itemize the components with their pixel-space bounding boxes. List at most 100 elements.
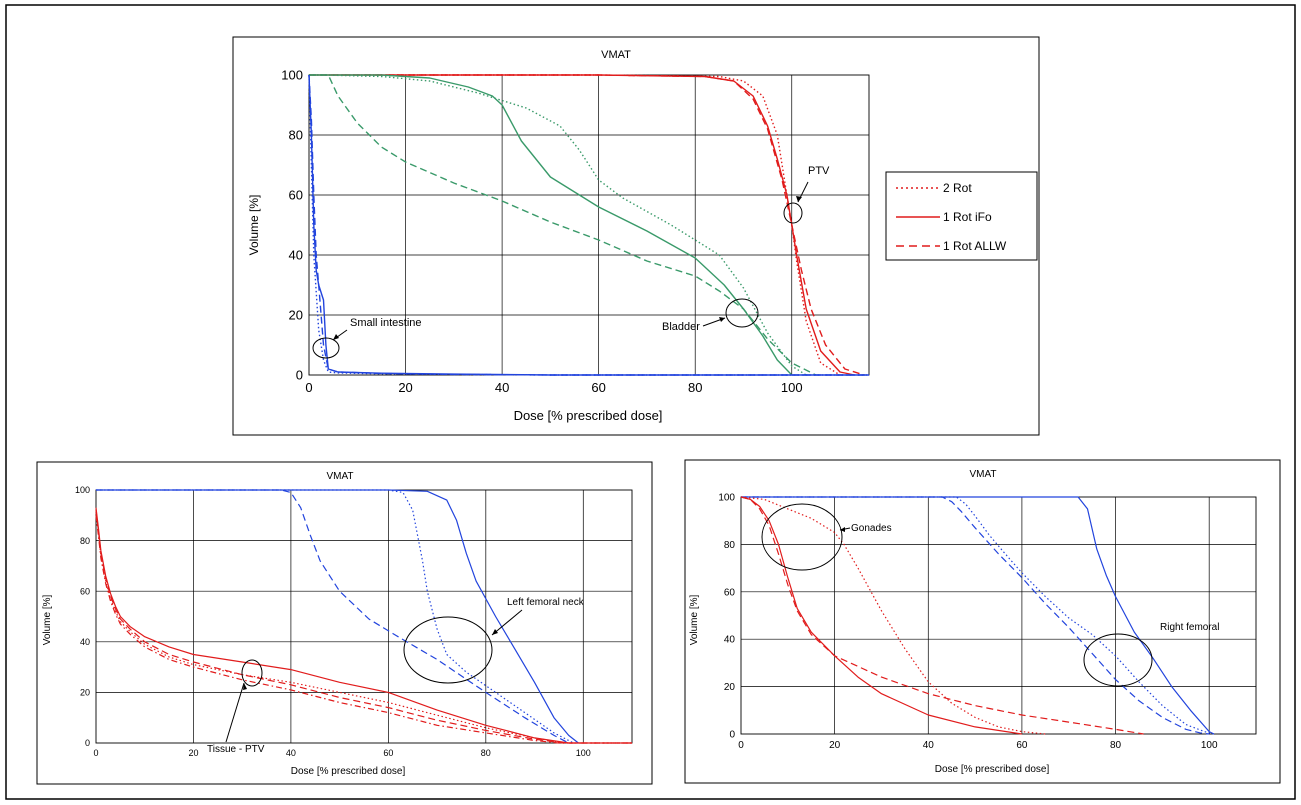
y-axis-label: Volume [%] [42, 594, 53, 645]
x-tick-label: 40 [923, 740, 935, 751]
x-tick-label: 100 [576, 748, 591, 758]
series-line-red-solid [95, 507, 632, 744]
series-line-blue-dotted [308, 74, 869, 376]
panel-bottom-right-border [684, 459, 1281, 784]
circle-small-intestine [312, 337, 340, 359]
series-line-green-dotted [309, 74, 807, 376]
circle-right-femoral [1083, 633, 1153, 687]
y-tick-label: 80 [724, 540, 736, 551]
y-axis-label: Volume [%] [247, 195, 261, 256]
arrowhead-tissue-ptv [243, 683, 247, 690]
arrowhead-left-femoral-neck [492, 629, 498, 635]
x-tick-label: 100 [1201, 740, 1218, 751]
y-tick-label: 20 [80, 688, 90, 698]
x-tick-label: 60 [1016, 740, 1028, 751]
y-tick-label: 60 [289, 188, 303, 203]
annotation-ptv: PTV [808, 165, 830, 177]
legend-label-1-rot-ifo: 1 Rot iFo [943, 210, 992, 224]
series-line-blue-solid [96, 489, 579, 744]
y-tick-label: 80 [289, 128, 303, 143]
tick-labels: 0 20 40 60 80 100 0 20 40 60 80 100 [75, 485, 591, 758]
x-tick-label: 80 [688, 380, 702, 395]
chart-title: VMAT [601, 49, 631, 61]
x-tick-label: 0 [738, 740, 744, 751]
legend: 2 Rot 1 Rot iFo 1 Rot ALLW [885, 171, 1038, 261]
y-tick-label: 40 [289, 248, 303, 263]
x-tick-label: 40 [495, 380, 509, 395]
circle-ptv [783, 202, 803, 224]
panel-bottom-right: VMAT 0 20 40 60 80 100 0 20 40 60 80 100 Dose [% pr… [684, 459, 1281, 784]
arrowhead-gonades [840, 527, 845, 532]
tick-labels: 0 20 40 60 80 100 0 20 40 60 80 100 [718, 493, 1218, 752]
x-tick-label: 20 [188, 748, 198, 758]
series-line-blue-dashed [96, 489, 569, 744]
panel-bottom-left: VMAT 0 20 40 60 80 100 0 20 40 60 80 100 Dose [% pr… [36, 461, 653, 785]
panel-bottom-left-border [36, 461, 653, 785]
circle-left-femoral-neck [403, 616, 493, 684]
y-tick-label: 20 [289, 308, 303, 323]
tick-labels: 0 20 40 60 80 100 0 20 40 60 80 100 [281, 68, 802, 395]
y-tick-label: 100 [75, 485, 90, 495]
arrowhead-small-intestine [333, 334, 339, 340]
arrowhead-ptv [796, 196, 802, 202]
y-tick-label: 0 [729, 730, 735, 741]
circle-tissue-ptv [241, 659, 263, 687]
x-axis-label: Dose [% prescribed dose] [291, 766, 406, 777]
annotation-bladder: Bladder [662, 321, 700, 333]
x-tick-label: 0 [305, 380, 312, 395]
y-tick-label: 60 [80, 586, 90, 596]
chart-title: VMAT [969, 469, 996, 480]
series-line-red-dotted [95, 512, 632, 744]
y-tick-label: 40 [80, 637, 90, 647]
series-line-red-dashdot [95, 515, 632, 744]
circle-bladder [725, 298, 759, 328]
arrowhead-bladder [719, 317, 725, 322]
chart-series [95, 489, 632, 744]
x-axis-label: Dose [% prescribed dose] [514, 408, 663, 423]
series-line-blue-dotted [96, 489, 574, 744]
y-tick-label: 80 [80, 536, 90, 546]
series-line-red-dashed [740, 496, 1144, 735]
x-tick-label: 20 [829, 740, 841, 751]
x-tick-label: 40 [286, 748, 296, 758]
legend-label-1-rot-allw: 1 Rot ALLW [943, 239, 1007, 253]
series-line-green-dashed [309, 74, 817, 376]
x-tick-label: 20 [398, 380, 412, 395]
chart-series [308, 74, 869, 376]
series-line-2-rot [309, 74, 841, 376]
y-tick-label: 0 [85, 738, 90, 748]
series-line-1-rot-allw [309, 74, 865, 376]
x-tick-label: 0 [93, 748, 98, 758]
annotation-left-femoral-neck: Left femoral neck [507, 597, 585, 608]
y-tick-label: 60 [724, 587, 736, 598]
circle-gonades [761, 503, 843, 571]
y-tick-label: 0 [296, 368, 303, 383]
annotation-gonades: Gonades [851, 523, 892, 534]
chart-grid [740, 496, 1257, 735]
y-axis-label: Volume [%] [689, 594, 700, 645]
x-tick-label: 80 [481, 748, 491, 758]
x-tick-label: 60 [383, 748, 393, 758]
series-line-blue-solid [741, 496, 1215, 735]
series-line-red-dotted [740, 496, 1046, 735]
x-tick-label: 100 [781, 380, 803, 395]
annotation-tissue-ptv: Tissue - PTV [207, 744, 265, 755]
arrow-left-femoral-neck [491, 609, 523, 636]
legend-label-2-rot: 2 Rot [943, 181, 972, 195]
series-line-red-dashed [95, 510, 632, 744]
series-line-blue-dashed [741, 496, 1210, 735]
series-line-blue-dotted [741, 496, 1215, 735]
arrow-tissue-ptv [225, 682, 245, 743]
y-tick-label: 20 [724, 682, 736, 693]
x-tick-label: 60 [591, 380, 605, 395]
chart-title: VMAT [326, 471, 353, 482]
y-tick-label: 100 [718, 493, 735, 504]
y-tick-label: 100 [281, 68, 303, 83]
panel-top: VMAT 0 20 40 60 80 100 0 20 40 60 80 100 Dose [% pr… [232, 36, 1040, 436]
x-tick-label: 80 [1110, 740, 1122, 751]
annotation-right-femoral: Right femoral [1160, 622, 1219, 633]
annotation-small-intestine: Small intestine [350, 317, 422, 329]
y-tick-label: 40 [724, 635, 736, 646]
chart-series [740, 496, 1215, 735]
series-line-red-solid [740, 496, 1022, 735]
